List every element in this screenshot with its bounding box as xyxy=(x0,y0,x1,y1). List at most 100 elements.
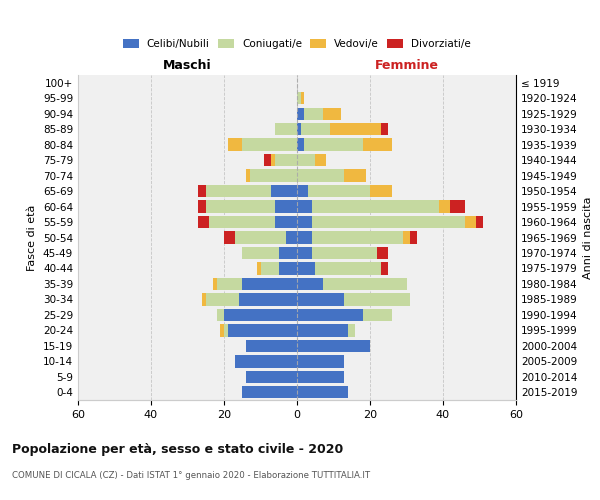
Bar xyxy=(297,308,392,321)
Bar xyxy=(199,216,297,228)
Bar xyxy=(297,278,407,290)
Bar xyxy=(297,355,344,368)
Bar xyxy=(297,293,344,306)
Bar xyxy=(297,386,348,398)
Bar xyxy=(213,278,297,290)
Bar xyxy=(297,123,330,136)
Bar xyxy=(271,185,297,198)
Bar xyxy=(297,262,388,274)
Bar xyxy=(297,340,370,352)
Bar xyxy=(224,324,297,336)
Bar xyxy=(297,232,410,243)
Bar xyxy=(297,216,311,228)
Bar xyxy=(242,247,297,259)
Bar xyxy=(297,278,407,290)
Bar xyxy=(264,154,297,166)
Y-axis label: Fasce di età: Fasce di età xyxy=(28,204,37,270)
Bar xyxy=(297,262,381,274)
Bar xyxy=(297,232,403,243)
Bar xyxy=(297,123,381,136)
Bar xyxy=(250,170,297,182)
Bar xyxy=(224,308,297,321)
Bar xyxy=(271,154,297,166)
Bar xyxy=(297,324,348,336)
Bar xyxy=(297,108,323,120)
Bar xyxy=(279,247,297,259)
Bar xyxy=(297,324,355,336)
Bar xyxy=(206,185,297,198)
Bar xyxy=(297,324,355,336)
Bar xyxy=(297,324,355,336)
Bar xyxy=(297,308,392,321)
Bar xyxy=(242,386,297,398)
Bar xyxy=(297,185,308,198)
Bar xyxy=(220,324,297,336)
Bar xyxy=(297,92,304,104)
Bar xyxy=(297,108,341,120)
Bar xyxy=(297,170,344,182)
Text: Popolazione per età, sesso e stato civile - 2020: Popolazione per età, sesso e stato civil… xyxy=(12,442,343,456)
Bar xyxy=(246,340,297,352)
Y-axis label: Anni di nascita: Anni di nascita xyxy=(583,196,593,279)
Text: Maschi: Maschi xyxy=(163,58,212,71)
Bar xyxy=(297,92,304,104)
Bar xyxy=(227,138,297,151)
Bar xyxy=(297,123,301,136)
Bar xyxy=(297,108,304,120)
Bar xyxy=(297,123,388,136)
Bar xyxy=(297,293,410,306)
Bar xyxy=(297,293,410,306)
Bar xyxy=(246,340,297,352)
Bar xyxy=(297,154,326,166)
Bar xyxy=(297,340,370,352)
Bar xyxy=(297,247,311,259)
Bar xyxy=(297,138,304,151)
Bar xyxy=(297,185,370,198)
Bar xyxy=(206,200,297,212)
Bar xyxy=(297,185,392,198)
Bar xyxy=(297,216,483,228)
Bar xyxy=(220,324,297,336)
Bar xyxy=(246,170,297,182)
Bar xyxy=(297,340,370,352)
Bar xyxy=(235,355,297,368)
Bar xyxy=(297,355,344,368)
Bar xyxy=(246,370,297,383)
Bar xyxy=(275,123,297,136)
Bar xyxy=(279,262,297,274)
Bar xyxy=(297,355,344,368)
Bar xyxy=(242,386,297,398)
Bar xyxy=(275,216,297,228)
Bar xyxy=(297,278,407,290)
Bar xyxy=(297,108,341,120)
Bar xyxy=(297,386,348,398)
Bar xyxy=(297,386,348,398)
Bar xyxy=(246,370,297,383)
Bar xyxy=(217,308,297,321)
Bar xyxy=(209,216,297,228)
Bar xyxy=(297,232,311,243)
Bar xyxy=(297,216,476,228)
Bar xyxy=(242,386,297,398)
Bar xyxy=(246,370,297,383)
Bar xyxy=(206,185,297,198)
Bar xyxy=(246,170,297,182)
Bar xyxy=(297,340,370,352)
Bar xyxy=(297,92,301,104)
Bar xyxy=(297,200,450,212)
Bar xyxy=(297,138,392,151)
Bar xyxy=(246,370,297,383)
Bar xyxy=(297,200,311,212)
Bar xyxy=(235,232,297,243)
Text: COMUNE DI CICALA (CZ) - Dati ISTAT 1° gennaio 2020 - Elaborazione TUTTITALIA.IT: COMUNE DI CICALA (CZ) - Dati ISTAT 1° ge… xyxy=(12,471,370,480)
Bar xyxy=(297,200,439,212)
Bar xyxy=(297,262,315,274)
Bar xyxy=(213,278,297,290)
Bar xyxy=(297,370,344,383)
Bar xyxy=(297,278,323,290)
Bar xyxy=(297,247,377,259)
Bar xyxy=(246,340,297,352)
Bar xyxy=(297,370,344,383)
Bar xyxy=(202,293,297,306)
Bar xyxy=(199,200,297,212)
